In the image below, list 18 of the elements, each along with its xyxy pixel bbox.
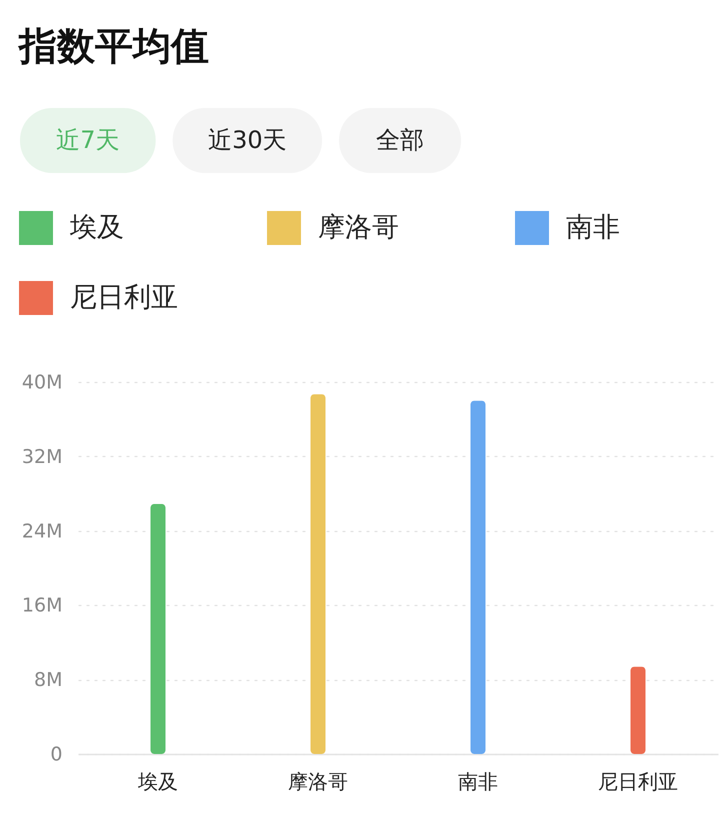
legend-label: 南非	[566, 212, 620, 243]
legend-label: 埃及	[69, 212, 124, 243]
y-tick-label: 16M	[22, 594, 62, 617]
x-tick-label: 埃及	[137, 770, 178, 794]
x-tick-label: 南非	[458, 770, 498, 794]
legend-label: 摩洛哥	[318, 212, 399, 243]
x-tick-label: 尼日利亚	[598, 770, 678, 794]
y-tick-label: 40M	[22, 372, 62, 394]
text: 近7天	[56, 126, 120, 154]
y-tick-label: 8M	[34, 669, 62, 692]
y-tick-label: 0	[50, 744, 62, 766]
text: 全部	[376, 126, 424, 154]
legend-label: 尼日利亚	[70, 282, 178, 313]
x-tick-label: 摩洛哥	[288, 770, 348, 794]
y-tick-label: 24M	[22, 520, 62, 542]
text: 近30天	[208, 126, 287, 154]
chart-title: 指数平均值	[17, 24, 209, 68]
y-tick-label: 32M	[22, 446, 62, 468]
